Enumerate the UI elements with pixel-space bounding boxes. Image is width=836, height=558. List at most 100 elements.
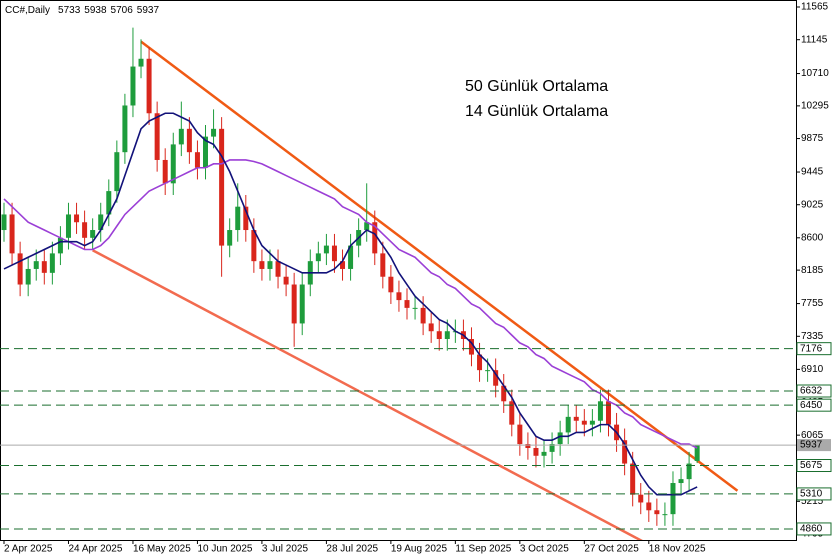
candle-body [388,276,394,293]
level-label-box [796,342,832,356]
current-price-label: 5937 [800,440,823,451]
candle-body [501,385,507,402]
candle-body [33,261,39,269]
x-tick-label: 18 Nov 2025 [649,544,706,555]
candle-body [525,444,531,448]
level-label: 5310 [800,489,823,500]
y-tick-label: 11565 [801,2,829,13]
level-label-box [796,459,832,473]
candle-body [670,483,676,515]
y-tick-label: 6910 [801,364,824,375]
candle-body [203,136,208,168]
candle-body [662,514,668,516]
candle-body [468,339,474,355]
candle-body [275,261,281,277]
candle-body [678,479,684,484]
trend-line [140,40,739,492]
y-tick-label: 9445 [801,167,824,178]
candle-body [17,253,23,285]
y-tick-label: 8185 [801,265,824,276]
candle-body [315,253,321,262]
y-tick-label: 9025 [801,199,824,210]
chart-header: CC#,Daily 5733 5938 5706 5937 [5,5,159,16]
current-price-box [797,439,831,452]
candle-body [364,222,370,231]
candle-body [211,128,217,137]
candle-body [74,214,80,223]
candle-body [243,206,249,231]
candle-body [444,331,450,340]
candle-body [170,144,176,184]
candle-body [235,206,241,231]
candle-body [573,416,579,421]
level-label-box [796,398,832,412]
y-tick-label: 6065 [801,430,824,441]
candle-body [581,420,587,425]
x-tick-label: 3 Oct 2025 [520,544,569,555]
candle-body [162,159,168,184]
low-value: 5706 [111,5,134,16]
candle-body [493,370,499,386]
candle-body [372,222,378,254]
candle-body [1,214,7,231]
y-tick-label: 10710 [801,68,829,79]
level-label: 7176 [800,343,823,354]
candle-body [299,284,305,324]
level-label: 6632 [800,386,823,397]
candle-body [436,331,442,340]
candle-body [98,214,104,231]
level-label: 6450 [800,400,823,411]
level-label-box [796,522,832,536]
candle-body [331,245,337,262]
candle-body [380,253,386,277]
candle-body [227,230,233,246]
symbol: CC#,Daily [5,5,50,16]
x-tick-label: 27 Oct 2025 [584,544,639,555]
candle-body [291,284,297,324]
candle-body [259,261,265,269]
candle-body [49,253,55,273]
y-tick-label: 5215 [801,496,824,507]
candle-body [477,354,483,371]
plot-area [1,27,739,540]
candle-body [428,323,434,332]
candle-body [606,401,611,425]
candle-body [622,440,628,464]
y-tick-label: 11145 [801,34,828,45]
candle-body [122,105,128,153]
candle-body [589,420,595,425]
x-tick-label: 16 May 2025 [133,544,191,555]
candle-body [517,424,523,445]
candle-body [65,214,71,238]
candle-body [404,300,410,308]
moving-average-line [3,112,698,496]
y-tick-label: 7755 [801,298,824,309]
candle-body [412,307,418,309]
candle-body [146,58,152,114]
x-tick-label: 24 Apr 2025 [68,544,122,555]
level-label-box [796,384,832,398]
legend-entry: 50 Günlük Ortalama [465,78,608,95]
candle-body [251,230,257,262]
candle-body [509,401,515,425]
y-tick-label: 7335 [801,331,824,342]
high-value: 5938 [84,5,107,16]
candle-body [283,276,289,285]
level-label: 4860 [800,524,823,535]
candle-body [57,237,63,254]
candle-body [565,416,571,433]
candle-body [219,128,225,246]
candle-body [420,307,426,324]
candle-body [25,268,31,285]
candle-body [186,128,192,153]
x-tick-label: 28 Jul 2025 [326,544,378,555]
candle-body [533,447,539,456]
candle-body [90,230,96,238]
candle-body [541,451,547,456]
candle-body [348,245,354,269]
candle-body [694,445,700,461]
candle-body [138,58,144,67]
moving-average-line [3,159,698,449]
y-tick-label: 10295 [801,101,829,112]
